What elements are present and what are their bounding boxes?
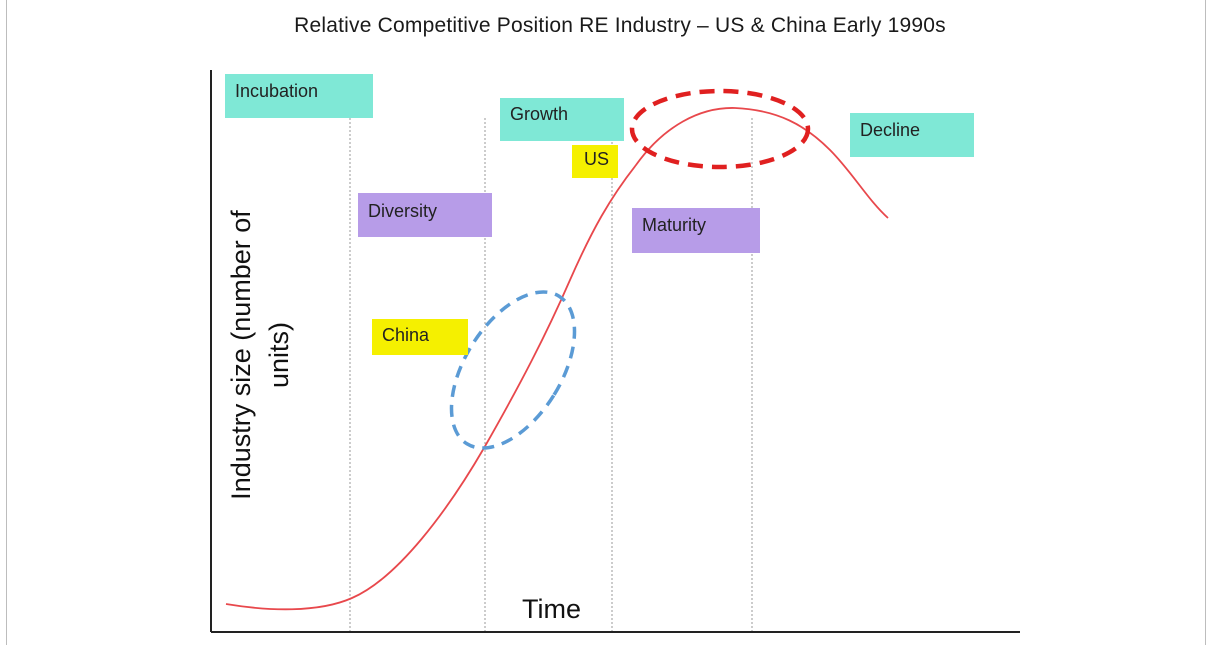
decline-text: Decline: [860, 120, 921, 140]
china-text: China: [382, 325, 430, 345]
x-axis-label: Time: [522, 594, 581, 624]
stage-diversity-label: Diversity: [358, 193, 492, 237]
lifecycle-curve: [225, 107, 889, 611]
us-position-ellipse: [629, 88, 811, 170]
growth-text: Growth: [510, 104, 569, 124]
stage-decline-label: Decline: [850, 113, 974, 157]
stage-maturity-label: Maturity: [632, 208, 760, 253]
china-position-ellipse: [449, 290, 577, 450]
us-marker-label: US: [572, 145, 618, 178]
stage-incubation-label: Incubation: [225, 74, 373, 118]
china-marker-label: China: [372, 319, 468, 355]
diversity-text: Diversity: [368, 201, 438, 221]
diagram-title: Relative Competitive Position RE Industr…: [294, 14, 946, 37]
y-axis-label-line1: Industry size (number of: [226, 210, 256, 500]
incubation-text: Incubation: [235, 81, 319, 101]
figure-frame: [6, 0, 1206, 645]
y-axis-label-line2: units): [264, 321, 294, 389]
y-axis-label: Industry size (number of units): [222, 210, 298, 500]
maturity-text: Maturity: [642, 215, 707, 235]
us-text: US: [584, 149, 610, 169]
stage-growth-label: Growth: [500, 98, 624, 141]
